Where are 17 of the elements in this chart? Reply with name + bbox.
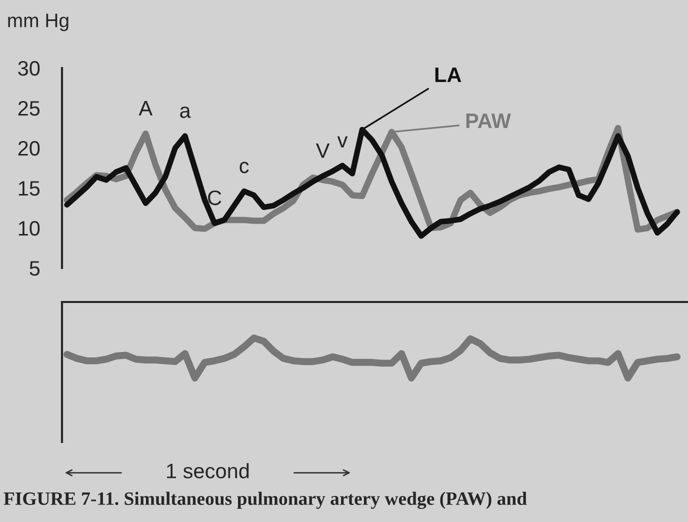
text: LA [435, 68, 462, 82]
annotation: V [316, 143, 330, 158]
annotation: C [208, 190, 222, 206]
text: 1 second [167, 463, 249, 478]
annotation: c [240, 162, 249, 174]
y-tick-label: 20 [18, 141, 40, 156]
y-axis-title: mm Hg [8, 14, 68, 32]
y-tick-label: 30 [18, 61, 40, 76]
y-tick-label: 25 [18, 101, 40, 116]
annotation: a [180, 106, 191, 118]
caption: FIGURE 7-11. Simultaneous pulmonary artery wedge (PAW) and [4, 492, 527, 509]
legend-label: PAW [466, 114, 511, 128]
y-tick-label: 15 [18, 181, 40, 196]
y-tick-label: 5 [30, 261, 40, 276]
y-tick-label: 10 [18, 221, 40, 236]
annotation: A [138, 101, 153, 116]
annotation: v [337, 136, 348, 148]
